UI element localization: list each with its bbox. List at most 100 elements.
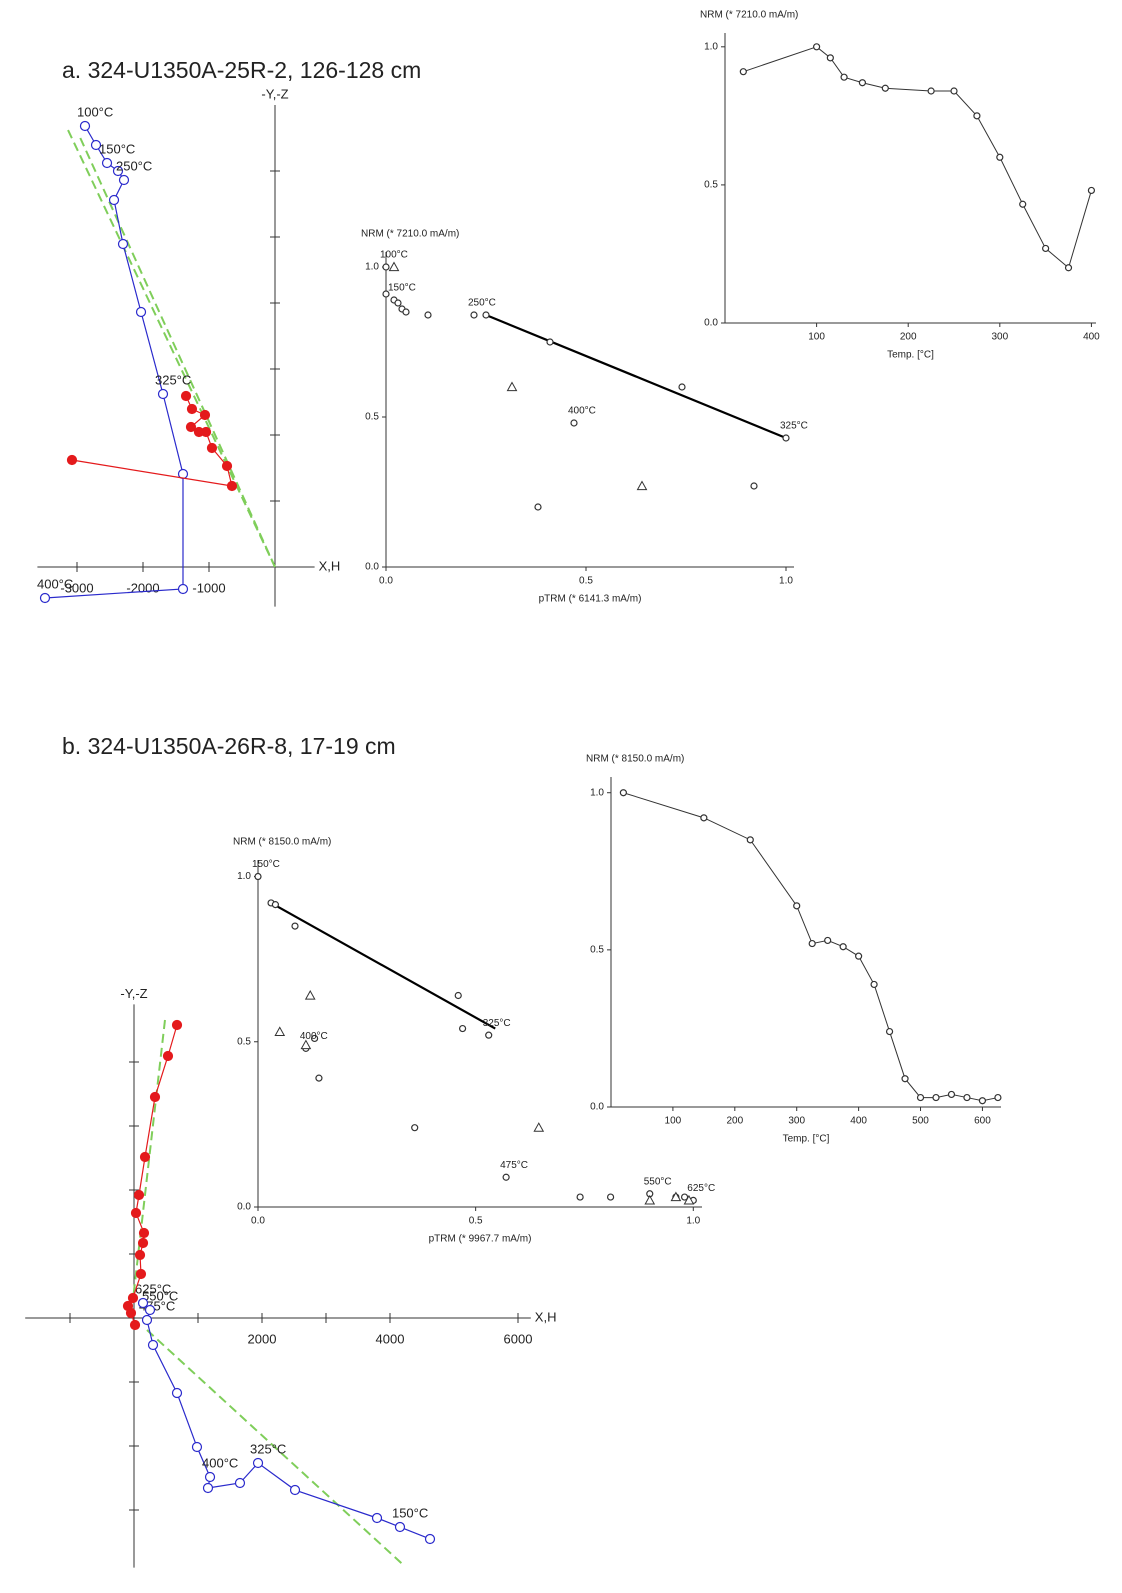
point (204, 1471, 216, 1483)
triangle-marker (683, 1194, 695, 1205)
y-tick-label: 0.0 (590, 1102, 604, 1113)
point (127, 1292, 139, 1304)
point (193, 426, 205, 438)
point (149, 1091, 161, 1103)
point (135, 306, 147, 318)
point (411, 1124, 419, 1132)
point (382, 290, 390, 298)
point (191, 1441, 203, 1453)
point (137, 1297, 149, 1309)
point (424, 311, 432, 319)
point (826, 54, 834, 62)
x-axis-label: pTRM (* 9967.7 mA/m) (429, 1234, 532, 1245)
x-axis-label: pTRM (* 6141.3 mA/m) (539, 594, 642, 605)
point (157, 388, 169, 400)
point-label: 250°C (468, 298, 496, 309)
point (252, 1457, 264, 1469)
point (916, 1093, 925, 1102)
point-label: 625°C (135, 1281, 171, 1296)
point (534, 503, 542, 511)
point (141, 1314, 153, 1326)
triangle-marker (533, 1122, 545, 1132)
point (137, 1237, 149, 1249)
point (185, 421, 197, 433)
point (79, 120, 91, 132)
y-tick-label: 0.0 (704, 318, 718, 329)
point (310, 1034, 319, 1043)
point (125, 1307, 137, 1319)
point (144, 1304, 156, 1316)
point (470, 311, 478, 319)
point (870, 980, 878, 989)
point (973, 112, 981, 120)
x-axis-label: X,H (319, 558, 341, 573)
y-tick-label: 1.0 (704, 41, 718, 52)
point (394, 1521, 406, 1533)
x-tick-label: 400 (1083, 332, 1100, 343)
point (162, 1050, 174, 1062)
point-label: 400°C (568, 406, 596, 417)
point (700, 814, 708, 822)
point (901, 1075, 909, 1083)
point (485, 1031, 493, 1039)
point (947, 1090, 956, 1099)
x-tick-label: -2000 (126, 580, 159, 595)
point (680, 1193, 689, 1201)
x-tick-label: 600 (974, 1116, 991, 1127)
point (139, 1151, 151, 1163)
triangle-marker (506, 381, 518, 392)
point-label: 150°C (388, 283, 416, 294)
x-tick-label: 100 (808, 332, 825, 343)
point (793, 902, 801, 910)
point (606, 1193, 615, 1201)
triangle-marker (304, 989, 316, 1000)
point (133, 1189, 145, 1201)
fit-line (270, 902, 496, 1030)
point (177, 583, 189, 595)
point (138, 1227, 150, 1239)
y-axis-label: -Y,-Z (120, 986, 147, 1001)
point (130, 1207, 142, 1219)
point (746, 836, 754, 844)
point (619, 789, 627, 797)
point (840, 73, 848, 81)
x-tick-label: 400 (850, 1116, 867, 1127)
panel-title: a. 324-U1350A-25R-2, 126-128 cm (62, 57, 421, 83)
point (226, 480, 238, 492)
y-tick-label: 0.5 (590, 944, 604, 955)
x-axis-label: Temp. [°C] (887, 350, 934, 361)
point-label: 250°C (116, 158, 152, 173)
triangle-marker (636, 480, 648, 491)
x-axis-label: X,H (535, 1309, 557, 1324)
point-label: 625°C (687, 1183, 715, 1194)
chart-title: NRM (* 8150.0 mA/m) (586, 754, 684, 765)
point-label: 325°C (483, 1018, 511, 1029)
point (1042, 244, 1050, 253)
point (424, 1533, 436, 1545)
y-tick-label: 0.5 (237, 1036, 251, 1047)
point (394, 299, 402, 307)
point (782, 434, 790, 442)
point (885, 1027, 894, 1036)
point (813, 43, 821, 51)
point (39, 592, 51, 604)
point (978, 1097, 987, 1105)
point (994, 1093, 1002, 1102)
point (678, 383, 686, 391)
point (502, 1173, 510, 1181)
point-label: 550°C (142, 1288, 178, 1303)
point-label: 325°C (155, 372, 191, 387)
point (1019, 200, 1027, 208)
point (570, 419, 578, 427)
y-axis-label: -Y,-Z (261, 86, 288, 101)
point (927, 87, 935, 95)
y-tick-label: 1.0 (365, 262, 379, 273)
point-label: 400°C (202, 1455, 238, 1470)
point-label: 400°C (37, 576, 73, 591)
x-tick-label: 200 (726, 1116, 743, 1127)
point (180, 390, 192, 402)
point (454, 991, 462, 1000)
point (206, 442, 218, 454)
point (858, 79, 867, 87)
